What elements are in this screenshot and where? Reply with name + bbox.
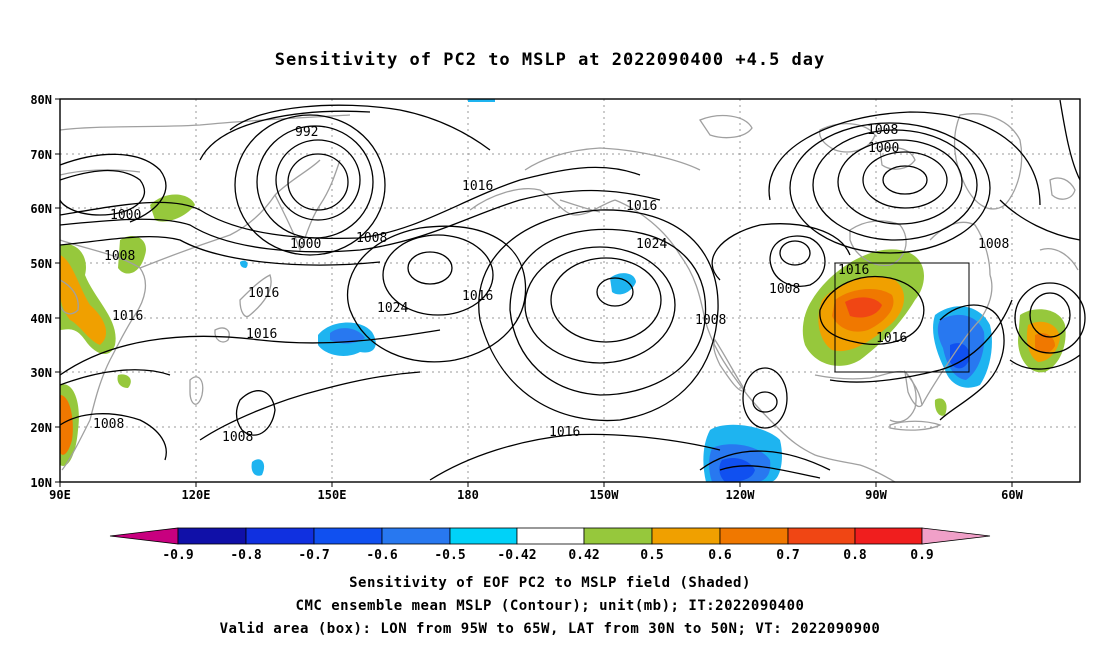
colorbar-label: 0.5 [640, 548, 663, 563]
map-grid [60, 99, 1080, 482]
lat-label: 40N [30, 312, 52, 326]
colorbar-label: -0.8 [230, 548, 261, 563]
colorbar-label: -0.7 [298, 548, 329, 563]
contour-label-1000-a: 1000 [290, 237, 321, 252]
lon-label: 90W [865, 488, 887, 502]
colorbar-label: -0.9 [162, 548, 193, 563]
lon-label: 150E [318, 488, 347, 502]
contour-label-1016-c: 1016 [248, 286, 279, 301]
contour-label-1008-g: 1008 [867, 123, 898, 138]
colorbar-label: 0.7 [776, 548, 799, 563]
contour-label-1016-g: 1016 [549, 425, 580, 440]
contour-label-1008-e: 1008 [695, 313, 726, 328]
colorbar-swatch [313, 527, 383, 545]
colorbar-swatch [177, 527, 247, 545]
lat-label: 10N [30, 476, 52, 490]
sensitivity-shading [60, 99, 1066, 482]
colorbar-swatch [651, 527, 721, 545]
colorbar-labels: -0.9 -0.8 -0.7 -0.6 -0.5 -0.42 0.42 0.5 … [162, 548, 933, 563]
axis-ticks [55, 98, 1013, 487]
colorbar-swatch [245, 527, 315, 545]
contour-labels: 992 1000 1008 1016 1024 1008 1000 1016 1… [93, 123, 1009, 445]
colorbar-label: 0.8 [843, 548, 867, 563]
contour-label-1016-i: 1016 [838, 263, 869, 278]
caption-contour: CMC ensemble mean MSLP (Contour); unit(m… [295, 598, 805, 614]
colorbar-swatch [516, 527, 585, 545]
caption-valid-area: Valid area (box): LON from 95W to 65W, L… [219, 621, 881, 637]
lat-label: 70N [30, 148, 52, 162]
isobar-contours [59, 99, 1086, 481]
latitude-labels: 80N 70N 60N 50N 40N 30N 20N 10N [30, 93, 52, 490]
contour-label-992: 992 [295, 125, 318, 140]
contour-label-1024-b: 1024 [636, 237, 667, 252]
colorbar-label: 0.6 [708, 548, 732, 563]
contour-label-1016-h: 1016 [876, 331, 907, 346]
contour-label-1008-c: 1008 [93, 417, 124, 432]
colorbar-swatch [583, 527, 653, 545]
lon-label: 120E [182, 488, 211, 502]
lat-label: 80N [30, 93, 52, 107]
contour-label-1016-d: 1016 [626, 199, 657, 214]
contour-label-1008-d: 1008 [222, 430, 253, 445]
contour-label-1008-f: 1008 [769, 282, 800, 297]
lon-label: 150W [590, 488, 620, 502]
colorbar-swatch [381, 527, 451, 545]
map-frame [59, 98, 1081, 483]
colorbar-label: -0.6 [366, 548, 397, 563]
colorbar-swatch [854, 527, 923, 545]
colorbar-label: -0.42 [497, 548, 536, 563]
lat-label: 30N [30, 366, 52, 380]
caption-shading: Sensitivity of EOF PC2 to MSLP field (Sh… [349, 575, 751, 591]
colorbar-swatch [719, 527, 789, 545]
lon-label: 120W [726, 488, 756, 502]
lon-label: 60W [1001, 488, 1023, 502]
colorbar-label: 0.42 [568, 548, 599, 563]
contour-label-1000-b: 1000 [110, 208, 141, 223]
lon-label: 90E [49, 488, 71, 502]
contour-label-1000-c: 1000 [868, 141, 899, 156]
lat-label: 60N [30, 202, 52, 216]
colorbar [109, 527, 991, 545]
colorbar-swatch [449, 527, 518, 545]
colorbar-arrow-right [921, 527, 991, 545]
map-title: Sensitivity of PC2 to MSLP at 2022090400… [274, 50, 826, 70]
contour-label-1016-b: 1016 [112, 309, 143, 324]
contour-label-1016-f: 1016 [246, 327, 277, 342]
contour-label-1008-h: 1008 [978, 237, 1009, 252]
contour-label-1016-e: 1016 [462, 289, 493, 304]
lat-label: 50N [30, 257, 52, 271]
colorbar-label: 0.9 [910, 548, 933, 563]
contour-label-1008-b: 1008 [104, 249, 135, 264]
colorbar-swatch [787, 527, 856, 545]
colorbar-label: -0.5 [434, 548, 465, 563]
longitude-labels: 90E 120E 150E 180 150W 120W 90W 60W [49, 488, 1023, 502]
colorbar-arrow-left [109, 527, 179, 545]
contour-label-1008-a: 1008 [356, 231, 387, 246]
valid-area-box [834, 262, 970, 373]
contour-label-1016-a: 1016 [462, 179, 493, 194]
lon-label: 180 [457, 488, 479, 502]
lat-label: 20N [30, 421, 52, 435]
contour-label-1024-a: 1024 [377, 301, 408, 316]
